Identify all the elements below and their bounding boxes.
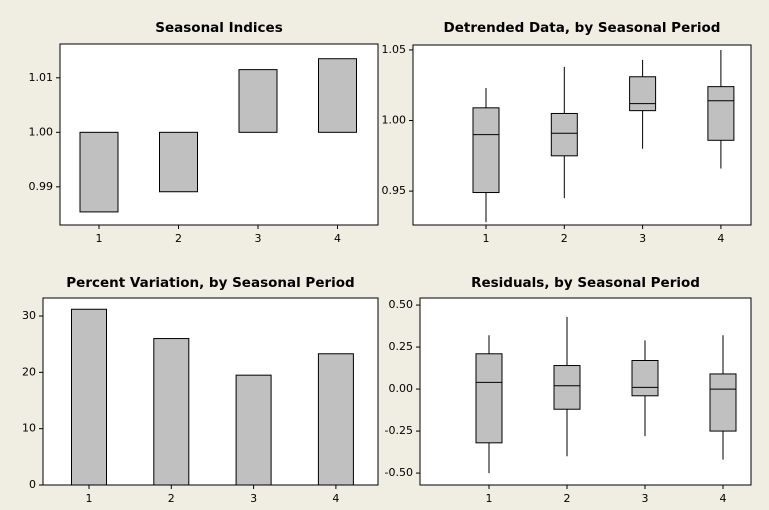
bar [79, 131, 119, 213]
x-tick-label: 3 [639, 232, 646, 245]
box [631, 360, 659, 397]
y-tick-label: 10 [22, 422, 36, 435]
bar [153, 338, 190, 486]
y-tick-label: 0 [29, 478, 36, 491]
box [629, 76, 657, 112]
x-tick-label: 1 [96, 232, 103, 245]
x-tick-label: 4 [332, 492, 339, 505]
chart-title: Percent Variation, by Seasonal Period [66, 275, 354, 291]
y-tick-label: -0.25 [385, 424, 413, 437]
x-tick-label: 4 [334, 232, 341, 245]
x-tick-label: 2 [561, 232, 568, 245]
y-tick-label: 1.00 [29, 125, 54, 138]
y-tick-label: 30 [22, 309, 36, 322]
y-tick-label: 20 [22, 365, 36, 378]
y-tick-label: 0.99 [29, 180, 54, 193]
y-tick-label: 1.05 [382, 43, 407, 56]
y-tick-label: -0.50 [385, 466, 413, 479]
bar [238, 69, 278, 133]
chart-title: Seasonal Indices [155, 20, 282, 36]
y-tick-label: 0.00 [389, 382, 414, 395]
plot-area [419, 297, 752, 486]
y-tick-label: 1.00 [382, 114, 407, 127]
x-tick-label: 4 [720, 492, 727, 505]
plot-area [412, 44, 752, 226]
box [709, 373, 737, 432]
box [707, 86, 735, 141]
bar [318, 58, 357, 133]
x-tick-label: 3 [255, 232, 262, 245]
x-tick-label: 4 [717, 232, 724, 245]
box [472, 107, 500, 194]
x-tick-label: 2 [168, 492, 175, 505]
x-tick-label: 3 [250, 492, 257, 505]
y-tick-label: 0.50 [389, 298, 414, 311]
chart-title: Residuals, by Seasonal Period [471, 275, 700, 291]
bar [235, 374, 272, 486]
bar [317, 353, 354, 486]
box [475, 353, 503, 444]
x-tick-label: 3 [642, 492, 649, 505]
box [553, 365, 581, 410]
y-tick-label: 1.01 [29, 71, 54, 84]
x-tick-label: 1 [86, 492, 93, 505]
bar [159, 131, 198, 193]
chart-title: Detrended Data, by Seasonal Period [444, 20, 721, 36]
bar [71, 308, 107, 486]
x-tick-label: 1 [486, 492, 493, 505]
x-tick-label: 2 [564, 492, 571, 505]
y-tick-label: 0.25 [389, 340, 414, 353]
x-tick-label: 2 [175, 232, 182, 245]
x-tick-label: 1 [483, 232, 490, 245]
y-tick-label: 0.95 [382, 184, 407, 197]
box [550, 112, 578, 157]
